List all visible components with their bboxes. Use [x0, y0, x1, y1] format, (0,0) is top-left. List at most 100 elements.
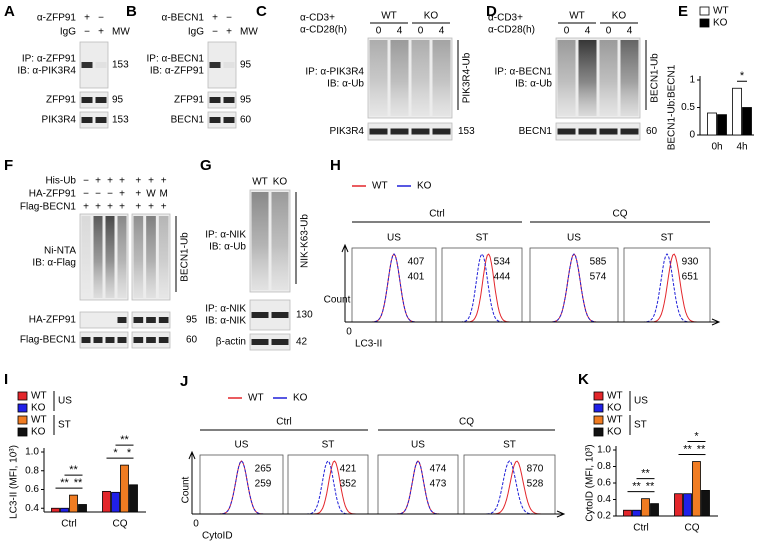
x-tick-label: 4h: [736, 142, 747, 153]
legend-swatch: [17, 427, 28, 437]
band: [158, 337, 169, 343]
band: [117, 317, 127, 323]
y-tick-label: 0.6: [25, 484, 39, 495]
y-tick-label: 0.8: [597, 461, 611, 472]
mfi-value: 930: [682, 257, 699, 268]
mw-header: MW: [240, 27, 258, 38]
stim-label: α-CD3+: [488, 13, 523, 24]
bar: [674, 493, 683, 517]
blot-label: IP: α-BECN1: [495, 67, 553, 78]
band: [81, 337, 91, 343]
lane-sign: +: [119, 189, 125, 200]
band: [369, 128, 388, 135]
significance: **: [69, 464, 78, 476]
bar: [129, 484, 138, 513]
band: [620, 128, 639, 135]
lane-sign: +: [119, 202, 125, 213]
legend-swatch: [593, 427, 604, 437]
blot-label: ZFP91: [174, 95, 204, 106]
band: [251, 312, 269, 318]
band: [106, 317, 115, 323]
lane-sign: +: [107, 176, 113, 187]
legend-group: ST: [58, 420, 71, 431]
mw-label: 130: [296, 310, 313, 321]
legend-label: WT: [31, 415, 47, 426]
mw-label: 153: [112, 115, 129, 126]
band: [81, 97, 93, 103]
lane-sign: −: [83, 189, 89, 200]
band: [94, 317, 103, 323]
band: [223, 97, 235, 103]
significance: *: [113, 447, 118, 459]
legend-swatch: [593, 403, 604, 413]
legend-group: ST: [634, 420, 647, 431]
group-label: Ctrl: [429, 209, 445, 220]
legend-swatch: [17, 403, 28, 413]
lane-sign: +: [135, 189, 141, 200]
bar: [641, 498, 650, 517]
y-tick-label: 0.4: [597, 494, 611, 505]
band: [599, 128, 618, 135]
blot-label: Flag-BECN1: [20, 335, 77, 346]
axis-arrow: [711, 318, 721, 326]
blot: [79, 331, 129, 349]
lane-sign: W: [146, 189, 156, 200]
treatment-label: Flag-BECN1: [20, 202, 77, 213]
y-tick-label: 1: [689, 75, 695, 86]
panel-letter: F: [4, 157, 13, 174]
axis-arrow: [556, 510, 566, 518]
x-tick-label: CQ: [685, 523, 700, 534]
condition-label: ST: [503, 440, 516, 451]
condition-label: ST: [476, 233, 489, 244]
band: [93, 337, 103, 343]
mfi-value: 474: [430, 464, 447, 475]
lane-sign: −: [212, 27, 218, 38]
group-label: CQ: [459, 417, 474, 428]
smear: [105, 216, 115, 298]
band: [432, 128, 451, 135]
mw-label: 153: [458, 126, 475, 137]
condition-label: ST: [322, 440, 335, 451]
smear: [432, 40, 451, 116]
significance: *: [127, 447, 132, 459]
lane-sign: +: [148, 176, 154, 187]
genotype-label: WT: [569, 11, 585, 22]
y-tick-label: 0.5: [681, 102, 695, 113]
blot-label: IB: α-Flag: [32, 258, 76, 269]
lane-sign: +: [95, 176, 101, 187]
y-axis-title: LC3-II (MFI, 10³): [9, 445, 20, 519]
treatment-label: His-Ub: [45, 176, 76, 187]
blot: [249, 333, 291, 351]
x-tick-label: Ctrl: [633, 523, 649, 534]
lane-sign: −: [84, 27, 90, 38]
bracket-label: BECN1-Ub: [650, 53, 661, 103]
blot-label: IB: α-ZFP91: [150, 66, 205, 77]
blot: [79, 311, 129, 329]
axis-title: LC3-II: [355, 339, 382, 350]
time-label: 4: [439, 26, 445, 37]
y-tick-label: 0.2: [597, 511, 611, 522]
lane-sign: +: [212, 13, 218, 24]
legend-label: WT: [372, 181, 388, 192]
smear: [390, 40, 409, 116]
lane-sign: +: [148, 202, 154, 213]
stim-label: α-CD3+: [300, 13, 335, 24]
mw-label: 95: [240, 60, 252, 71]
band: [411, 128, 430, 135]
mw-label: 42: [296, 337, 308, 348]
significance: *: [740, 70, 745, 82]
band: [557, 128, 576, 135]
axis-origin: 0: [193, 519, 199, 530]
significance: **: [646, 481, 655, 493]
axis-arrow: [341, 243, 349, 253]
band: [95, 97, 107, 103]
smear: [557, 40, 576, 116]
blot: [207, 111, 237, 129]
band: [133, 337, 144, 343]
legend-label: KO: [607, 427, 622, 438]
legend-group: US: [634, 396, 648, 407]
lane-sign: +: [135, 202, 141, 213]
panel-letter: C: [256, 3, 267, 20]
mfi-value: 444: [494, 272, 511, 283]
genotype-label: WT: [381, 11, 397, 22]
